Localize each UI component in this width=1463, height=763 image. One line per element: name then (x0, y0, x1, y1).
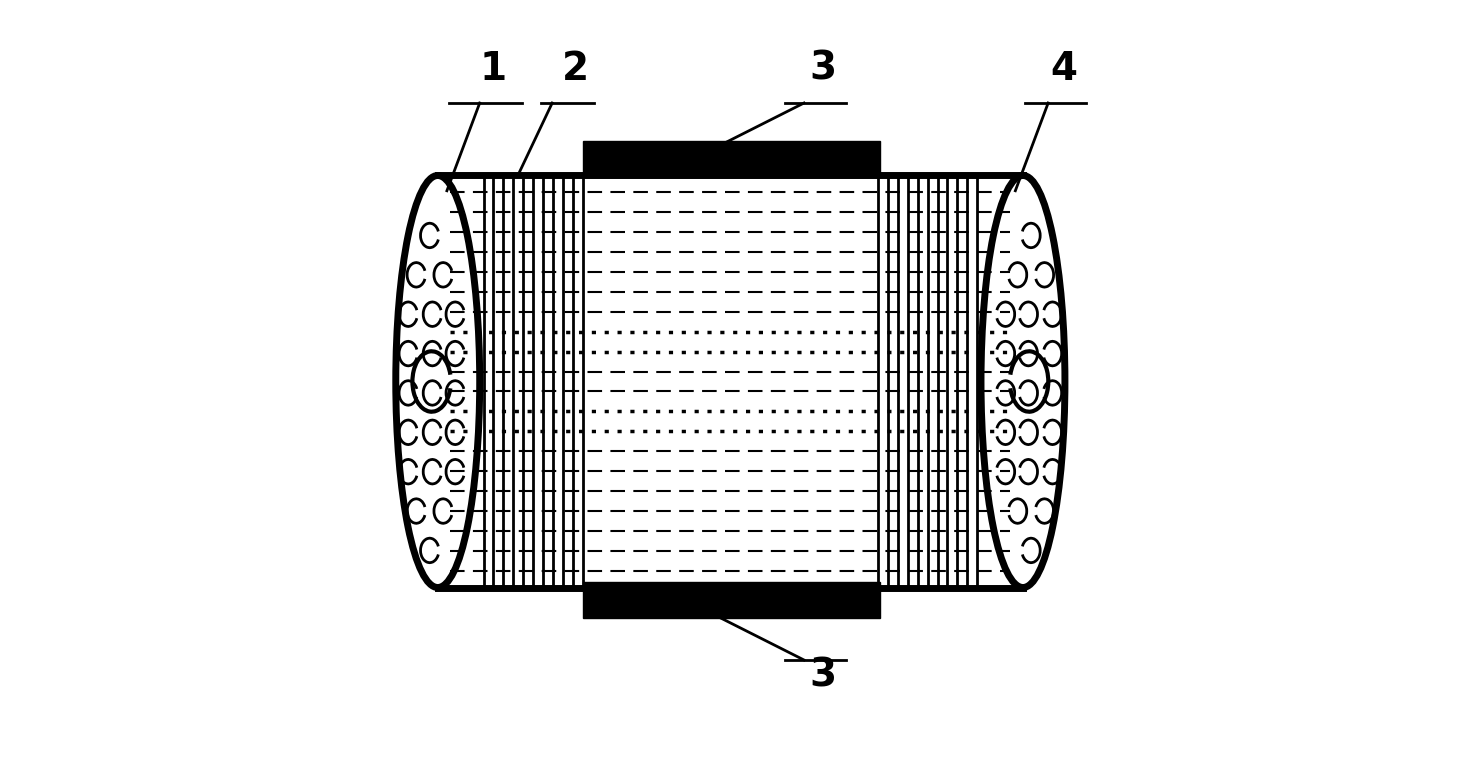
Text: 2: 2 (562, 50, 588, 88)
Text: 4: 4 (1050, 50, 1077, 88)
Bar (582, 582, 881, 618)
Text: 3: 3 (809, 50, 837, 88)
Bar (582, 141, 881, 177)
Text: 1: 1 (480, 50, 506, 88)
Text: 3: 3 (809, 656, 837, 694)
